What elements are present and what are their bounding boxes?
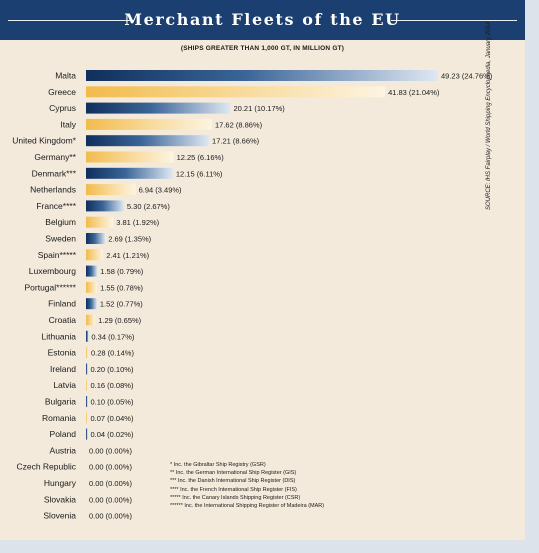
bars-group: Malta 49.23 (24.76%) Greece 41.83 (21.04%) C… xyxy=(12,70,493,521)
value-label: 41.83 (21.04%) xyxy=(388,88,440,97)
country-label: Malta xyxy=(55,71,76,81)
country-label: Latvia xyxy=(53,380,76,390)
bar xyxy=(86,70,438,81)
country-label: Spain***** xyxy=(38,250,77,260)
bar xyxy=(86,281,98,293)
footnote: ***** Inc. the Canary Islands Shipping R… xyxy=(170,494,301,501)
bar xyxy=(86,379,88,391)
country-label: Portugal****** xyxy=(24,282,76,292)
country-label: United Kingdom* xyxy=(12,136,76,146)
country-label: Slovenia xyxy=(43,511,76,521)
bar xyxy=(86,412,88,424)
chart-panel: Merchant Fleets of the EU (SHIPS GREATER… xyxy=(0,0,525,540)
bar xyxy=(86,265,98,277)
footnotes: * Inc. the Gibraltar Ship Registry (GSR)… xyxy=(170,461,324,510)
bar xyxy=(86,298,97,310)
country-label: Italy xyxy=(60,119,76,129)
bar xyxy=(86,330,89,342)
value-label: 0.28 (0.14%) xyxy=(91,349,134,358)
country-label: Lithuania xyxy=(41,331,76,341)
bar xyxy=(86,249,104,261)
country-label: Sweden xyxy=(45,234,76,244)
country-label: Slovakia xyxy=(44,494,76,504)
country-label: Finland xyxy=(48,299,76,309)
value-label: 1.52 (0.77%) xyxy=(100,300,143,309)
country-label: Poland xyxy=(50,429,77,439)
bar xyxy=(86,314,96,326)
value-label: 17.62 (8.86%) xyxy=(215,120,263,129)
country-label: Croatia xyxy=(49,315,77,325)
value-label: 0.34 (0.17%) xyxy=(91,332,134,341)
bar xyxy=(86,184,136,196)
country-label: Estonia xyxy=(48,348,77,358)
bar xyxy=(86,118,212,130)
bar xyxy=(86,200,124,212)
bar xyxy=(86,86,386,98)
banner-rule-left xyxy=(8,20,134,21)
value-label: 12.25 (6.16%) xyxy=(177,153,225,162)
bar xyxy=(86,396,88,407)
country-label: Luxembourg xyxy=(29,266,77,276)
value-label: 2.69 (1.35%) xyxy=(108,235,151,244)
value-label: 0.20 (0.10%) xyxy=(91,365,134,374)
source-text: SOURCE: IHS Fairplay / World Shipping En… xyxy=(486,21,492,210)
bar xyxy=(86,428,88,440)
value-label: 12.15 (6.11%) xyxy=(176,169,223,178)
value-label: 3.81 (1.92%) xyxy=(116,218,159,227)
country-label: Greece xyxy=(48,87,76,97)
value-label: 0.16 (0.08%) xyxy=(91,381,134,390)
bar xyxy=(86,167,173,179)
country-label: France**** xyxy=(36,201,76,211)
value-label: 0.00 (0.00%) xyxy=(89,446,132,455)
value-label: 49.23 (24.76%) xyxy=(441,72,493,81)
footnote: ** Inc. the German International Ship Re… xyxy=(170,470,297,477)
bar xyxy=(86,233,106,244)
chart-title: Merchant Fleets of the EU xyxy=(124,10,401,29)
country-label: Netherlands xyxy=(30,185,76,195)
bar xyxy=(86,135,210,147)
country-label: Ireland xyxy=(50,364,76,374)
bar xyxy=(86,363,88,375)
value-label: 0.00 (0.00%) xyxy=(89,512,132,521)
country-label: Czech Republic xyxy=(16,462,76,472)
country-label: Bulgaria xyxy=(45,397,76,407)
value-label: 0.10 (0.05%) xyxy=(91,398,134,407)
footnote: *** Inc. the Danish International Ship R… xyxy=(170,478,296,485)
country-label: Cyprus xyxy=(49,103,76,113)
value-label: 0.00 (0.00%) xyxy=(89,479,132,488)
country-label: Hungary xyxy=(44,478,77,488)
bar xyxy=(86,151,174,163)
title-banner: Merchant Fleets of the EU xyxy=(0,0,525,40)
country-label: Germany** xyxy=(34,152,76,162)
bar xyxy=(86,347,89,359)
country-label: Belgium xyxy=(45,217,76,227)
bar xyxy=(86,216,114,228)
banner-rule-right xyxy=(391,20,517,21)
value-label: 0.00 (0.00%) xyxy=(89,495,132,504)
country-label: Austria xyxy=(50,445,77,455)
value-label: 5.30 (2.67%) xyxy=(127,202,170,211)
bar xyxy=(86,102,231,114)
value-label: 2.41 (1.21%) xyxy=(106,251,149,260)
bar-chart: Malta 49.23 (24.76%) Greece 41.83 (21.04%) C… xyxy=(12,70,493,521)
chart-subtitle: (SHIPS GREATER THAN 1,000 GT, IN MILLION… xyxy=(180,45,345,52)
value-label: 0.07 (0.04%) xyxy=(91,414,134,423)
value-label: 6.94 (3.49%) xyxy=(139,186,182,195)
value-label: 20.21 (10.17%) xyxy=(234,104,286,113)
footnote: **** Inc. the French International Ship … xyxy=(170,486,297,493)
value-label: 0.00 (0.00%) xyxy=(89,463,132,472)
value-label: 1.29 (0.65%) xyxy=(98,316,141,325)
footnote: * Inc. the Gibraltar Ship Registry (GSR) xyxy=(170,462,266,468)
country-label: Romania xyxy=(42,413,76,423)
value-label: 17.21 (8.66%) xyxy=(212,137,260,146)
value-label: 1.55 (0.78%) xyxy=(100,283,143,292)
footnote: ****** Inc. the International Shipping R… xyxy=(170,503,325,510)
value-label: 1.58 (0.79%) xyxy=(100,267,143,276)
country-label: Denmark*** xyxy=(32,168,77,178)
value-label: 0.04 (0.02%) xyxy=(91,430,134,439)
